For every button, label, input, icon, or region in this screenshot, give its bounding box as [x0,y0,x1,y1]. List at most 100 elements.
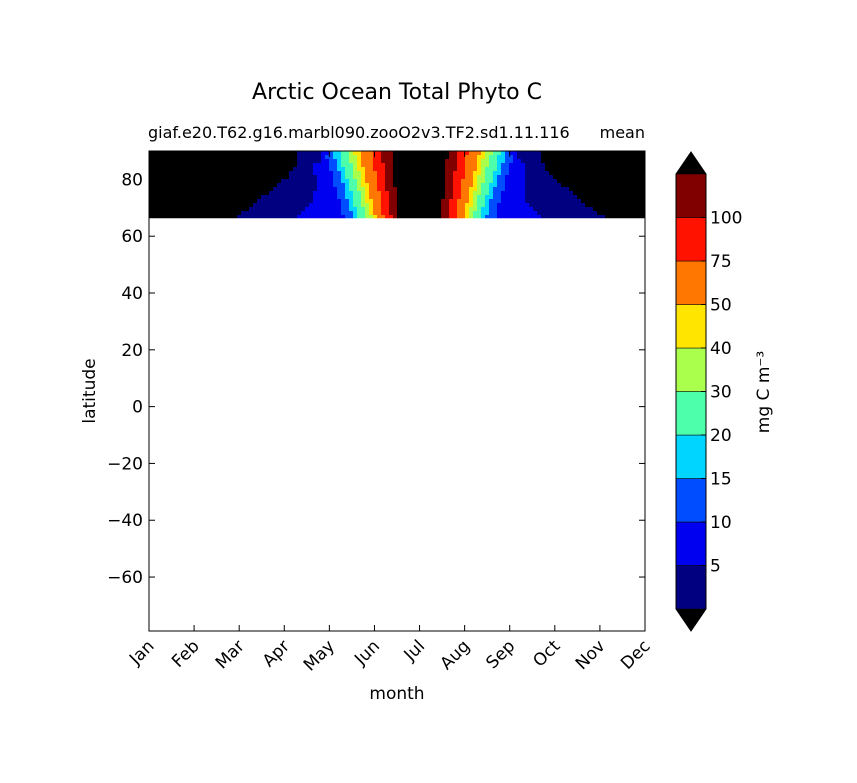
heat-cell [397,183,402,188]
heat-cell [397,195,402,200]
heat-cell [501,171,506,176]
heat-cell [453,191,458,196]
heat-cell [449,199,454,204]
heat-cell [393,175,398,180]
heat-cell [205,163,210,168]
heat-cell [237,203,242,208]
heat-cell [285,199,290,204]
heat-cell [317,215,322,219]
heat-cell [601,159,606,164]
heat-cell [401,171,406,176]
heat-cell [269,175,274,180]
heat-cell [605,167,610,172]
heat-cell [165,155,170,160]
heat-cell [497,187,502,192]
heat-cell [597,179,602,184]
heat-cell [557,215,562,219]
heat-cell [589,151,594,156]
heat-cell [233,171,238,176]
heat-cell [405,195,410,200]
heat-cell [545,215,550,219]
heat-cell [341,207,346,212]
heat-cell [281,215,286,219]
heat-cell [409,167,414,172]
heat-cell [625,159,630,164]
heat-cell [321,163,326,168]
heat-cell [629,171,634,176]
x-tick-label: May [300,636,339,675]
heat-cell [465,203,470,208]
heat-cell [329,191,334,196]
heat-cell [517,163,522,168]
heat-cell [333,215,338,219]
heat-cell [265,211,270,216]
heat-cell [329,171,334,176]
heat-cell [513,175,518,180]
heat-cell [549,167,554,172]
heat-cell [437,171,442,176]
heat-cell [245,159,250,164]
heat-cell [245,179,250,184]
heat-cell [209,179,214,184]
heat-cell [609,191,614,196]
heat-cell [489,175,494,180]
heat-cell [297,195,302,200]
heat-cell [417,199,422,204]
heat-cell [633,203,638,208]
heat-cell [373,167,378,172]
heat-cell [609,215,614,219]
heat-cell [245,151,250,156]
heat-cell [201,167,206,172]
heat-cell [173,211,178,216]
heat-cell [441,179,446,184]
heat-cell [613,179,618,184]
heat-cell [385,163,390,168]
heat-cell [185,167,190,172]
heat-cell [245,195,250,200]
heat-cell [401,187,406,192]
heat-cell [237,179,242,184]
heat-cell [221,211,226,216]
heat-cell [245,187,250,192]
heat-cell [593,215,598,219]
heat-cell [149,179,154,184]
heat-cell [477,199,482,204]
heat-cell [341,175,346,180]
heat-cell [213,207,218,212]
heat-cell [509,211,514,216]
heat-cell [169,175,174,180]
heat-cell [425,167,430,172]
heat-cell [161,203,166,208]
heat-cell [513,163,518,168]
heat-cell [161,171,166,176]
heat-cell [509,203,514,208]
heat-cell [489,167,494,172]
heat-cell [245,167,250,172]
heat-cell [601,183,606,188]
heat-cell [341,215,346,219]
heat-cell [221,151,226,156]
heat-cell [277,167,282,172]
heat-cell [361,155,366,160]
heat-cell [561,167,566,172]
heat-cell [489,199,494,204]
heat-cell [365,171,370,176]
heat-cell [321,187,326,192]
heat-cell [485,167,490,172]
heat-cell [305,187,310,192]
heat-cell [169,215,174,219]
heat-cell [289,155,294,160]
heat-cell [469,207,474,212]
heat-cell [305,211,310,216]
heat-cell [173,191,178,196]
heat-cell [445,183,450,188]
heat-cell [333,151,338,156]
heat-cell [225,171,230,176]
heat-cell [441,175,446,180]
colorbar-segment [675,434,707,479]
heat-cell [625,187,630,192]
heat-cell [225,199,230,204]
heat-cell [209,183,214,188]
heat-cell [325,187,330,192]
heat-cell [625,191,630,196]
